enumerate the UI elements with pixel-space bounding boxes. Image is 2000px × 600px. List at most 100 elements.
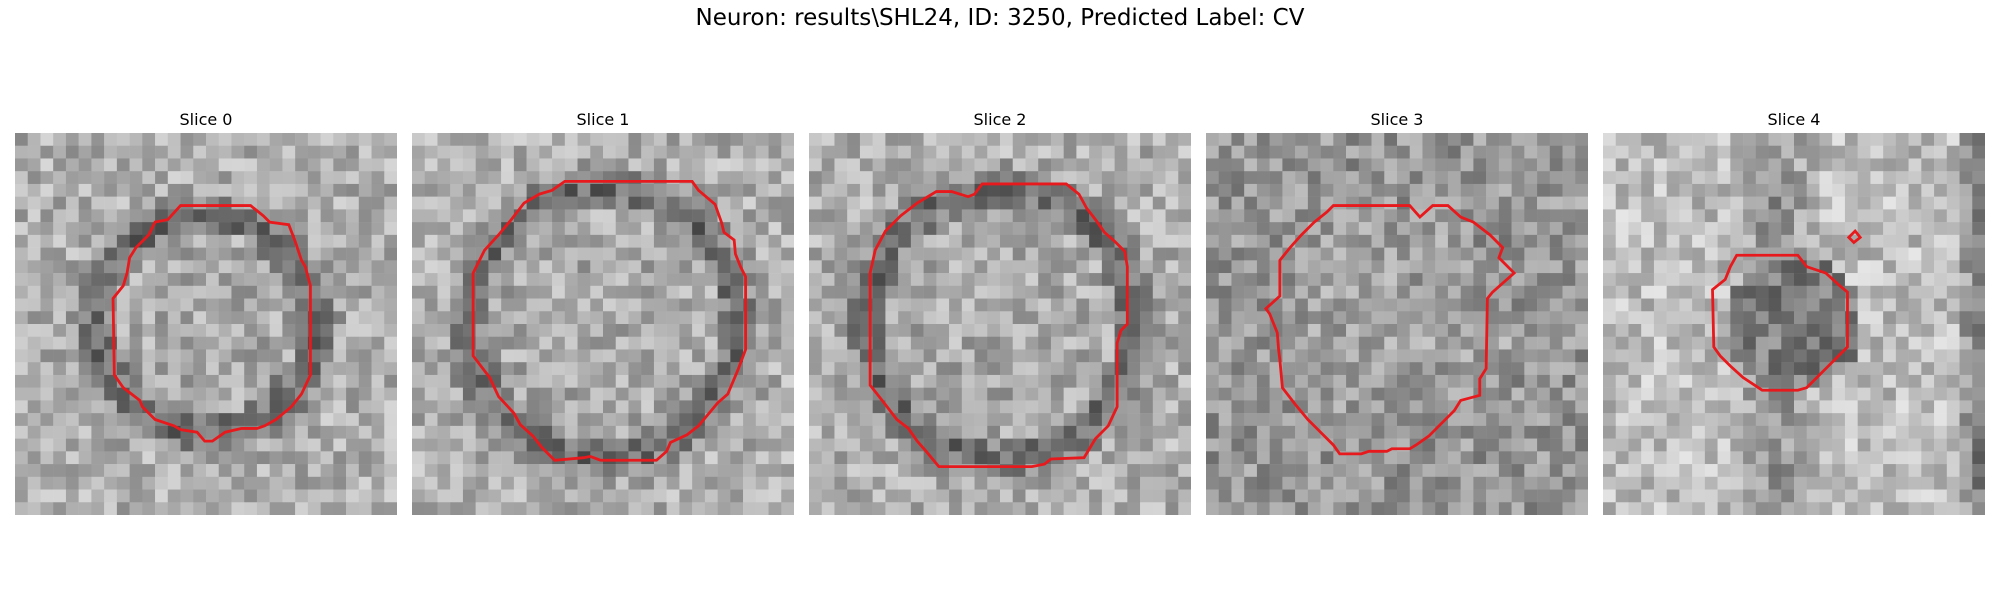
pixel [577,349,591,363]
pixel [437,451,451,465]
pixel [1050,374,1064,388]
pixel [1269,234,1283,248]
pixel [628,222,642,236]
pixel [898,133,912,146]
pixel [1422,298,1436,312]
pixel [898,476,912,490]
pixel [1537,336,1551,350]
pixel [834,273,848,287]
pixel [1244,234,1258,248]
pixel [1320,183,1334,197]
pixel [1806,438,1820,452]
pixel [358,451,372,465]
pixel [781,374,794,388]
pixel [501,489,515,503]
pixel [923,273,937,287]
pixel [155,374,169,388]
pixel [1486,489,1500,503]
pixel [1206,145,1219,159]
pixel [142,133,156,146]
pixel [384,387,397,401]
pixel [1000,298,1013,312]
pixel [1460,489,1474,503]
pixel [666,502,680,515]
pixel [1666,400,1680,414]
pixel [809,489,822,503]
pixel [653,336,667,350]
pixel [231,374,245,388]
pixel [1422,285,1436,299]
pixel [653,222,667,236]
pixel [1422,464,1436,478]
pixel [1384,298,1398,312]
pixel [1653,311,1667,325]
pixel [1562,158,1576,172]
pixel [1844,451,1858,465]
pixel [1549,425,1563,439]
pixel [1486,425,1500,439]
pixel [1908,476,1922,490]
pixel [1063,171,1077,185]
pixel [1397,400,1410,414]
pixel [834,324,848,337]
pixel [206,362,219,376]
pixel [1178,273,1191,287]
pixel [412,196,425,210]
pixel [1704,298,1718,312]
pixel [78,273,92,287]
pixel [1140,145,1154,159]
pixel [1114,311,1128,325]
pixel [1127,209,1141,223]
pixel [730,451,744,465]
pixel [974,387,988,401]
pixel [1895,222,1909,236]
pixel [1562,209,1576,223]
pixel [910,336,924,350]
pixel [1832,476,1846,490]
pixel [1256,400,1270,414]
pixel [40,413,54,427]
pixel [333,222,347,236]
pixel [180,438,194,452]
pixel [755,298,769,312]
pixel [1435,298,1449,312]
pixel [730,502,744,515]
pixel [1844,476,1858,490]
pixel [859,476,873,490]
pixel [910,298,924,312]
pixel [603,324,616,337]
pixel [1447,145,1461,159]
pixel [462,183,476,197]
pixel [1256,374,1270,388]
pixel [371,196,385,210]
pixel [104,374,118,388]
pixel [1679,324,1693,337]
pixel [539,247,553,261]
pixel [781,387,794,401]
pixel [218,374,232,388]
pixel [577,324,591,337]
pixel [256,502,270,515]
pixel [501,196,515,210]
pixel [193,362,207,376]
pixel [1295,183,1309,197]
pixel [961,413,975,427]
pixel [346,311,360,325]
pixel [1704,209,1718,223]
pixel [27,311,41,325]
pixel [1883,476,1897,490]
pixel [1946,451,1960,465]
pixel [1358,464,1372,478]
pixel [641,413,655,427]
pixel [104,234,118,248]
pixel [1679,133,1693,146]
pixel [1371,387,1385,401]
pixel [1857,133,1871,146]
pixel [1050,196,1064,210]
pixel [1269,502,1283,515]
pixel [590,273,604,287]
pixel [1206,362,1219,376]
pixel [346,502,360,515]
pixel [116,438,130,452]
pixel [1641,171,1655,185]
